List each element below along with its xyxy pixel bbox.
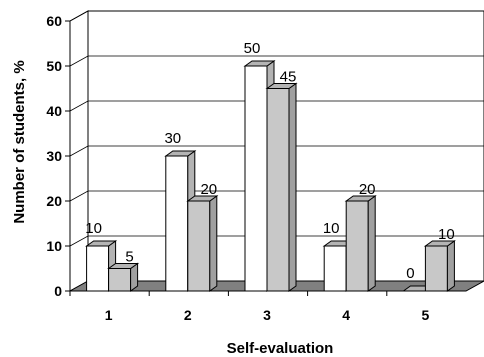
- data-label: 5: [125, 249, 133, 266]
- bar-top: [265, 83, 298, 89]
- y-tick-label: 0: [54, 283, 62, 299]
- y-tick-label: 40: [46, 103, 62, 119]
- bar: [244, 65, 268, 292]
- bar: [424, 245, 448, 292]
- data-label: 20: [200, 181, 217, 198]
- data-label: 30: [164, 130, 181, 147]
- y-tick-label: 10: [46, 238, 62, 254]
- bar-side: [367, 195, 376, 292]
- data-label: 50: [244, 40, 261, 57]
- bar: [323, 245, 347, 292]
- y-tick-label: 30: [46, 148, 62, 164]
- data-labels: 10 5 30 20 50 45 10 20 0 10: [85, 40, 454, 282]
- bar: [165, 155, 189, 292]
- gridline: [69, 190, 484, 202]
- bar-top: [164, 150, 197, 157]
- data-label: 10: [85, 220, 102, 237]
- y-tick-labels: 0 10 20 30 40 50 60: [46, 13, 70, 299]
- bar-side: [209, 195, 218, 292]
- bars: [85, 60, 456, 292]
- bar: [187, 200, 211, 292]
- bar-top: [344, 195, 377, 202]
- bar: [345, 200, 369, 292]
- y-tick-label: 60: [46, 13, 62, 29]
- gridline: [69, 55, 484, 67]
- y-tick-label: 20: [46, 193, 62, 209]
- x-tick-label: 4: [342, 307, 350, 323]
- gridline: [69, 100, 484, 112]
- bar: [86, 245, 110, 292]
- bar-top: [107, 263, 140, 269]
- data-label: 45: [280, 69, 297, 86]
- x-tick-label: 3: [263, 307, 271, 323]
- x-tick-label: 5: [422, 307, 430, 323]
- data-label: 10: [323, 220, 340, 237]
- gridline: [69, 10, 484, 22]
- x-tick-label: 1: [105, 307, 113, 323]
- bar: [266, 88, 290, 292]
- y-tick-label: 50: [46, 58, 62, 74]
- x-axis-title: Self-evaluation: [227, 340, 334, 357]
- x-tick-label: 2: [184, 307, 192, 323]
- bar-top: [423, 240, 456, 247]
- bar-side: [288, 82, 297, 292]
- bar: [108, 268, 132, 292]
- data-label: 10: [438, 226, 455, 243]
- gridlines: [69, 10, 484, 247]
- data-label: 0: [406, 265, 414, 282]
- y-axis-title: Number of students, %: [11, 60, 28, 223]
- x-tick-labels: 1 2 3 4 5: [69, 291, 430, 323]
- bar-side: [446, 240, 455, 292]
- gridline: [69, 145, 484, 157]
- bar-top: [186, 195, 219, 202]
- data-label: 20: [359, 181, 376, 198]
- bar-top: [243, 60, 276, 67]
- bar-top: [85, 240, 118, 247]
